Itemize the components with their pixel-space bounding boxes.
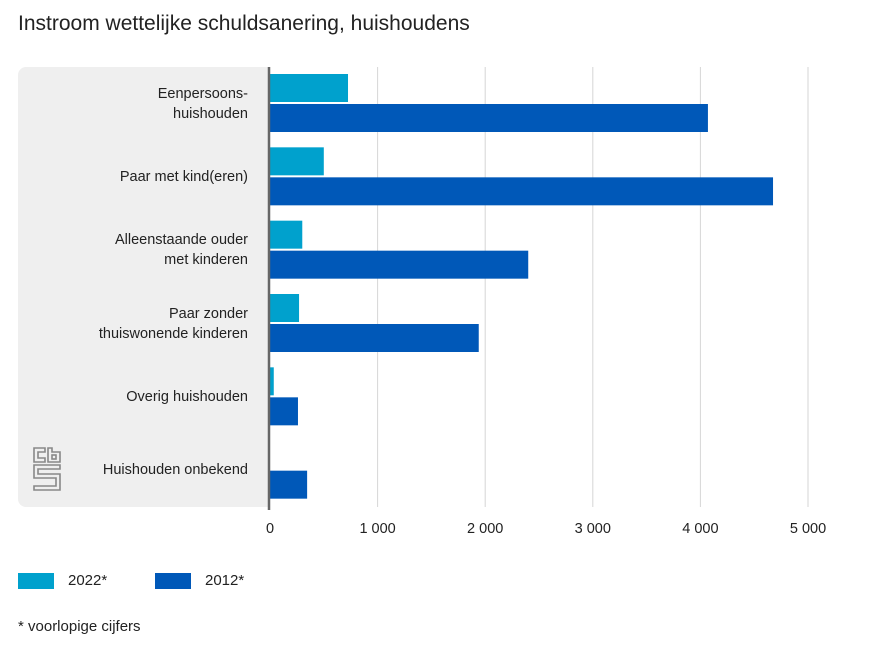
bar-2012-0: [270, 104, 708, 132]
category-label: Paar zonder thuiswonende kinderen: [98, 305, 248, 342]
category-label: Overig huishouden: [126, 389, 248, 405]
legend-item-2022: 2022*: [18, 572, 107, 589]
x-tick-label: 2 000: [467, 521, 504, 537]
bar-2022-4: [270, 367, 274, 396]
category-panel: [18, 67, 270, 507]
legend-label: 2022*: [68, 572, 108, 589]
legend-swatch: [18, 572, 54, 589]
bar-2022-1: [270, 147, 324, 176]
bar-2012-3: [270, 324, 479, 352]
x-tick-label: 0: [265, 521, 275, 537]
bar-2022-2: [270, 220, 303, 249]
bar-2022-0: [270, 74, 349, 102]
category-label: Alleenstaande ouder met kinderen: [114, 232, 248, 269]
category-label: Huishouden onbekend: [102, 462, 248, 479]
bar-2022-3: [270, 294, 300, 322]
category-label: Paar met kind(eren): [119, 169, 248, 185]
bar-2012-4: [270, 397, 298, 426]
bar-2012-2: [270, 250, 529, 279]
legend-swatch: [155, 572, 191, 589]
chart-title: Instroom wettelijke schuldsanering, huis…: [18, 12, 470, 35]
x-tick-label: 3 000: [574, 521, 611, 537]
category-label: Eenpersoons-huishouden: [157, 85, 248, 122]
x-tick-label: 5 000: [789, 521, 827, 537]
legend-item-2012: 2012*: [155, 572, 244, 589]
cbs-logo-icon: [33, 447, 61, 491]
legend-label: 2012*: [205, 572, 245, 589]
x-tick-label: 1 000: [359, 521, 396, 537]
bar-2012-5: [270, 470, 308, 499]
x-tick-label: 4 000: [682, 521, 719, 537]
footnote: * voorlopige cijfers: [18, 618, 141, 635]
bar-2012-1: [270, 177, 774, 206]
